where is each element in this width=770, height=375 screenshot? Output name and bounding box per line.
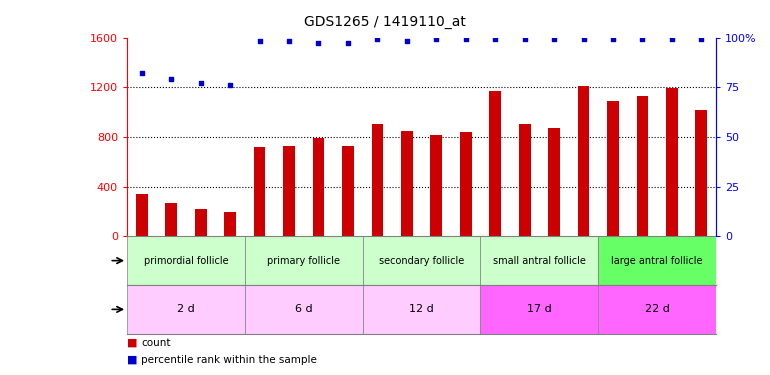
Text: GDS1265 / 1419110_at: GDS1265 / 1419110_at (304, 15, 466, 29)
Bar (195, 209, 206, 236)
Point (460, 36, 472, 42)
Text: ■: ■ (127, 338, 138, 348)
Point (607, 36, 619, 42)
Point (518, 36, 531, 42)
Text: primary follicle: primary follicle (267, 256, 340, 266)
Bar (598, 236, 716, 285)
Bar (480, 285, 598, 334)
Point (400, 39, 413, 45)
Point (636, 36, 648, 42)
Point (342, 40, 354, 46)
Text: count: count (141, 338, 170, 348)
Text: small antral follicle: small antral follicle (493, 256, 586, 266)
Text: large antral follicle: large antral follicle (611, 256, 703, 266)
Point (224, 82, 236, 88)
Bar (166, 203, 177, 236)
Point (136, 70, 148, 76)
Bar (480, 236, 598, 285)
Bar (253, 147, 266, 236)
Point (195, 80, 207, 86)
Point (578, 36, 590, 42)
Text: ■: ■ (127, 355, 138, 365)
Text: secondary follicle: secondary follicle (379, 256, 464, 266)
Point (666, 36, 678, 42)
Bar (666, 88, 678, 236)
Point (430, 36, 443, 42)
Point (165, 76, 177, 82)
Bar (245, 285, 363, 334)
Bar (363, 285, 480, 334)
Bar (371, 124, 383, 236)
Bar (695, 110, 708, 236)
Text: 22 d: 22 d (644, 304, 670, 314)
Bar (127, 285, 245, 334)
Bar (342, 146, 354, 236)
Bar (430, 135, 442, 236)
Point (253, 39, 266, 45)
Point (371, 36, 383, 42)
Bar (519, 124, 531, 236)
Bar (363, 236, 480, 285)
Point (695, 36, 708, 42)
Bar (313, 138, 324, 236)
Point (313, 40, 325, 46)
Bar (607, 101, 619, 236)
Bar (136, 194, 148, 236)
Text: 6 d: 6 d (295, 304, 313, 314)
Bar (460, 132, 472, 236)
Bar (224, 212, 236, 236)
Bar (548, 128, 560, 236)
Text: 12 d: 12 d (409, 304, 434, 314)
Bar (283, 146, 295, 236)
Bar (245, 236, 363, 285)
Bar (489, 91, 501, 236)
Bar (637, 96, 648, 236)
Text: primordial follicle: primordial follicle (144, 256, 228, 266)
Bar (127, 236, 245, 285)
Bar (578, 86, 590, 236)
Point (283, 39, 295, 45)
Point (489, 36, 501, 42)
Bar (598, 285, 716, 334)
Text: 17 d: 17 d (527, 304, 552, 314)
Text: 2 d: 2 d (177, 304, 195, 314)
Bar (401, 130, 413, 236)
Point (548, 36, 561, 42)
Text: percentile rank within the sample: percentile rank within the sample (141, 355, 316, 365)
